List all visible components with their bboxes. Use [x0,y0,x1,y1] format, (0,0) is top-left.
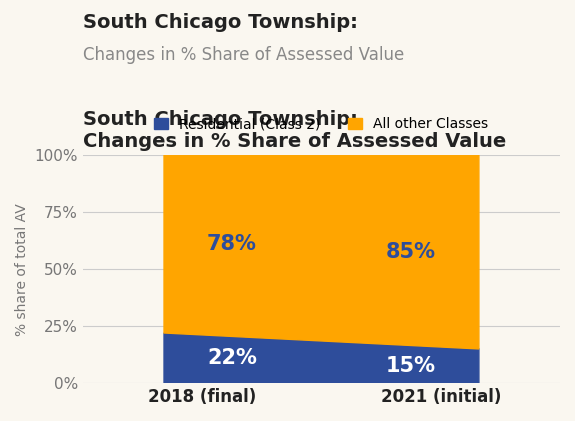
Polygon shape [164,333,479,383]
Text: Changes in % Share of Assessed Value: Changes in % Share of Assessed Value [83,46,404,64]
Text: 85%: 85% [386,242,436,262]
Text: 78%: 78% [207,234,257,254]
Text: 22%: 22% [207,348,257,368]
Polygon shape [164,155,479,349]
Text: South Chicago Township:
Changes in % Share of Assessed Value: South Chicago Township: Changes in % Sha… [83,110,506,151]
Y-axis label: % share of total AV: % share of total AV [15,203,29,336]
Text: 15%: 15% [386,356,436,376]
Legend: Residential (Class 2), All other Classes: Residential (Class 2), All other Classes [149,112,494,137]
Text: South Chicago Township:: South Chicago Township: [83,13,358,32]
